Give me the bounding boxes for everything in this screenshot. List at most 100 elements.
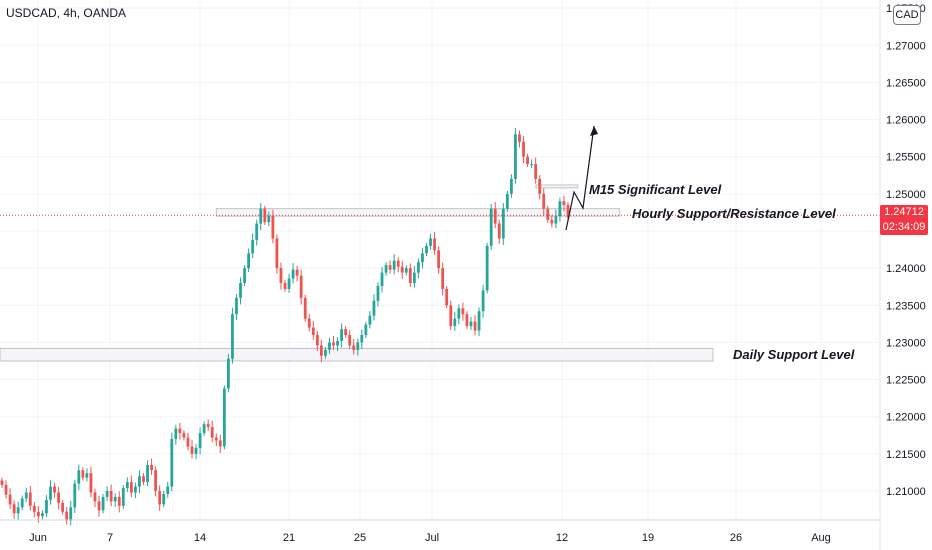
candle-body — [538, 179, 542, 194]
candle-body — [558, 201, 562, 217]
projection-arrow — [565, 125, 598, 231]
candle-body — [162, 493, 166, 505]
time-tick-label: 14 — [194, 532, 206, 544]
candle-body — [93, 492, 97, 502]
candle-body — [380, 272, 384, 286]
candle-body — [267, 216, 271, 223]
candle-body — [372, 300, 376, 316]
candle-body — [271, 216, 275, 239]
candle-body — [412, 272, 416, 283]
candle-body — [134, 486, 137, 493]
candle-body — [332, 342, 335, 346]
candle-body — [45, 499, 48, 514]
candle-body — [554, 216, 558, 224]
candle-body — [8, 494, 12, 505]
candle-body — [408, 268, 412, 283]
candle-body — [283, 283, 287, 289]
candle-body — [315, 335, 319, 346]
candle-body — [364, 324, 368, 335]
candle-body — [562, 201, 566, 205]
time-tick-label: 21 — [283, 532, 295, 544]
candle-body — [493, 208, 497, 224]
price-axis[interactable]: 1.21000 1.21500 1.22000 1.22500 1.23000 1.235… — [879, 0, 926, 550]
candle-body — [117, 496, 121, 506]
candle-body — [328, 342, 331, 350]
candle-body — [150, 465, 153, 471]
time-tick-label: Jun — [29, 532, 47, 544]
candle-body — [299, 275, 303, 298]
candle-body — [417, 262, 420, 273]
candle-body — [461, 308, 465, 315]
candle-body — [65, 511, 69, 521]
price-tick-label: 1.25500 — [886, 152, 926, 164]
candle-body — [340, 329, 343, 341]
candle-body — [344, 329, 348, 335]
symbol-title[interactable]: USDCAD, 4h, OANDA — [6, 6, 127, 20]
candle-body — [319, 345, 323, 356]
candle-body — [129, 482, 133, 493]
candle-body — [4, 485, 8, 495]
candle-body — [243, 268, 246, 283]
candle-body — [291, 269, 295, 279]
price-tick-label: 1.25000 — [886, 189, 926, 201]
candle-body — [190, 446, 194, 454]
candle-body — [239, 283, 242, 298]
candle-body — [449, 305, 453, 327]
candle-body — [142, 476, 145, 483]
price-tick-label: 1.26500 — [886, 77, 926, 89]
candle-body — [534, 164, 538, 179]
time-tick-label: 26 — [730, 532, 742, 544]
m15-level-label: M15 Significant Level — [589, 182, 722, 197]
candle-body — [20, 498, 24, 508]
candle-body — [473, 321, 477, 331]
candle-body — [550, 219, 554, 224]
support-zone — [215, 208, 621, 217]
candle-body — [388, 265, 392, 270]
last-price-value: 1.24712 — [884, 206, 924, 218]
time-tick-label: 25 — [354, 532, 366, 544]
candle-body — [441, 268, 445, 289]
candle-body — [251, 239, 255, 254]
candle-body — [158, 491, 162, 505]
candle-body — [255, 223, 259, 240]
candle-body — [138, 476, 141, 487]
currency-badge[interactable]: CAD — [893, 5, 921, 25]
candle-body — [376, 285, 380, 301]
candle-body — [41, 513, 44, 517]
candle-body — [542, 193, 546, 209]
support-zone — [0, 347, 714, 362]
candle-body — [368, 315, 372, 325]
time-tick-label: 19 — [642, 532, 654, 544]
candle-body — [154, 470, 158, 491]
candle-body — [311, 327, 315, 335]
candle-body — [166, 486, 170, 494]
candle-body — [231, 314, 234, 359]
candle-body — [235, 297, 238, 315]
candle-body — [121, 488, 125, 506]
support-zone — [535, 184, 579, 189]
candle-body — [247, 253, 251, 269]
candle-body — [404, 268, 408, 273]
candle-body — [348, 335, 352, 346]
candle-body — [28, 492, 32, 506]
candle-body — [186, 437, 190, 447]
candle-body — [505, 193, 509, 209]
candle-body — [170, 439, 174, 487]
candle-body — [453, 318, 457, 327]
candle-body — [85, 473, 89, 478]
time-tick-label: Jul — [425, 532, 439, 544]
candle-body — [324, 349, 327, 356]
candle-body — [497, 223, 501, 239]
time-tick-label: Aug — [811, 532, 831, 544]
hourly-level-label: Hourly Support/Resistance Level — [632, 206, 836, 221]
candle-body — [295, 269, 299, 276]
time-axis[interactable]: Jun 7 14 21 25 Jul 12 19 26 Aug — [0, 519, 880, 544]
candle-body — [113, 496, 117, 502]
candle-body — [546, 208, 550, 220]
candle-body — [445, 288, 449, 306]
candle-body — [522, 141, 525, 157]
daily-level-label: Daily Support Level — [733, 347, 855, 362]
candle-body — [222, 388, 226, 447]
chart-grid — [0, 0, 880, 520]
